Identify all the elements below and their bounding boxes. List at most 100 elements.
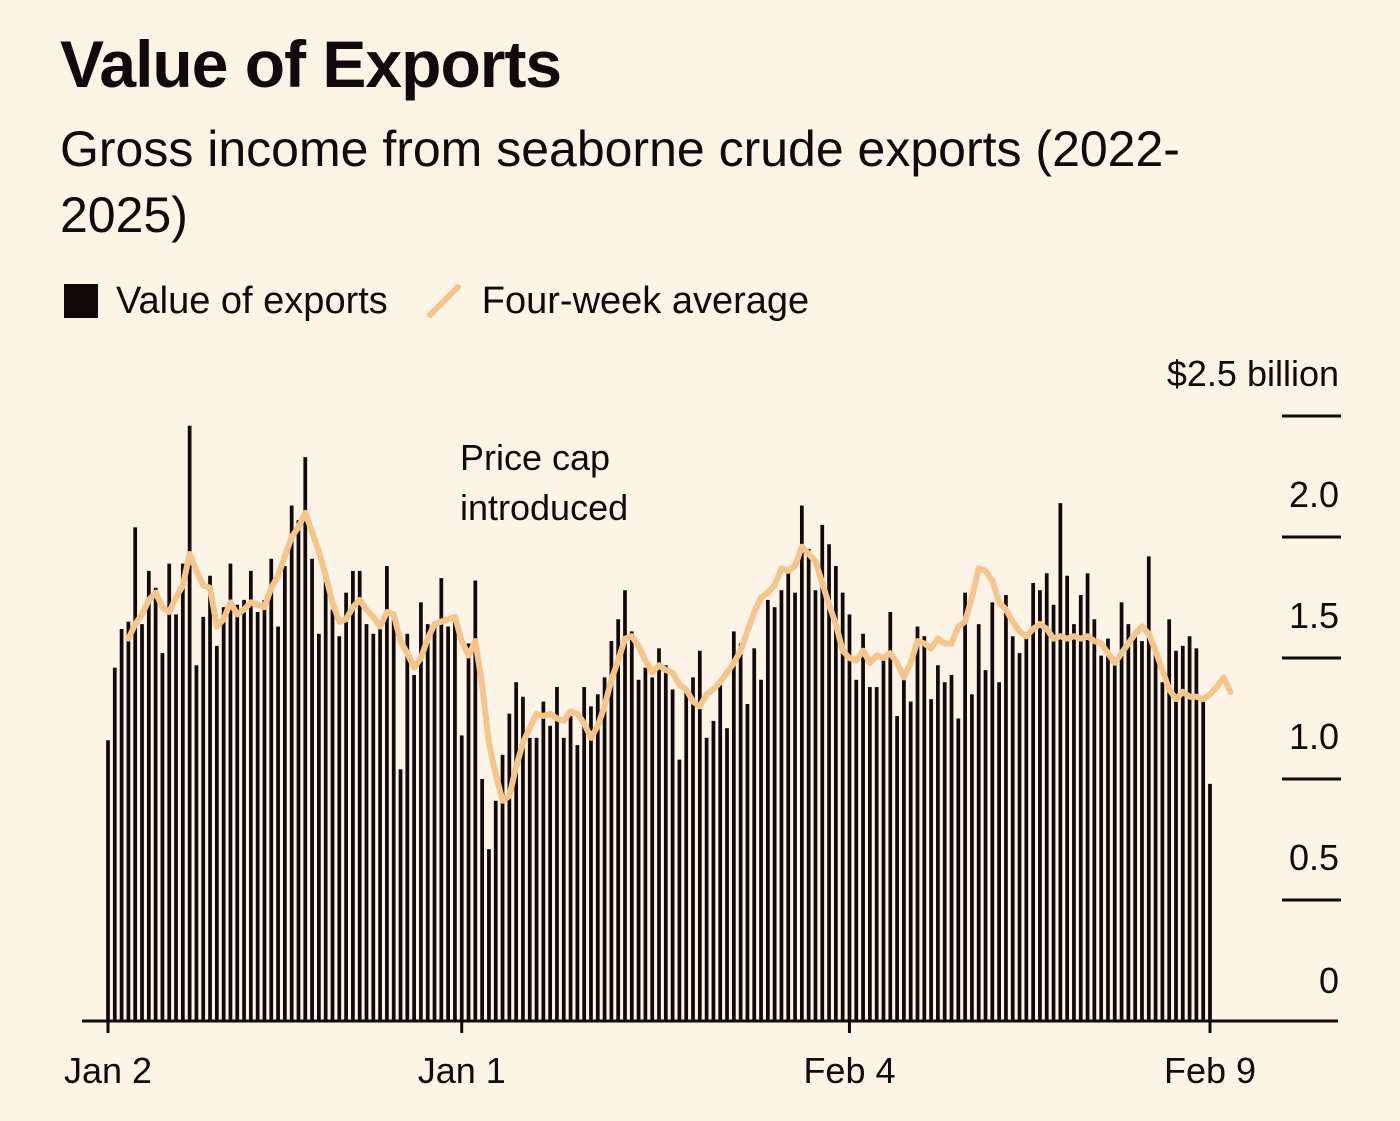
bar-141 (1065, 575, 1070, 1021)
bar-124 (949, 674, 954, 1021)
x-tick-label-0: Jan 2 (64, 1050, 152, 1091)
bar-162 (1208, 783, 1212, 1021)
bar-6 (146, 570, 151, 1021)
bar-87 (697, 650, 702, 1021)
bar-53 (466, 643, 471, 1021)
bar-158 (1180, 645, 1185, 1021)
bar-50 (446, 626, 450, 1021)
bar-96 (759, 679, 763, 1021)
bar-147 (1106, 638, 1110, 1021)
chart-title: Value of Exports (60, 27, 562, 101)
bar-19 (235, 604, 240, 1021)
bar-139 (1051, 604, 1056, 1021)
bar-45 (412, 674, 416, 1021)
bar-153 (1146, 556, 1151, 1021)
bar-159 (1187, 636, 1192, 1021)
bar-31 (317, 633, 321, 1021)
y-tick-label-3: 1.5 (1289, 595, 1339, 636)
bar-34 (337, 636, 342, 1021)
chart-subtitle: Gross income from seaborne crude exports… (60, 121, 1180, 243)
bar-89 (711, 720, 716, 1021)
bar-125 (956, 718, 961, 1021)
bar-44 (405, 633, 410, 1021)
bar-71 (589, 706, 593, 1021)
bar-26 (282, 566, 287, 1021)
bar-79 (643, 667, 648, 1021)
bar-54 (473, 580, 478, 1021)
bar-93 (738, 643, 743, 1021)
bar-5 (140, 624, 144, 1021)
bar-140 (1058, 503, 1063, 1021)
bar-135 (1024, 633, 1029, 1021)
bar-145 (1092, 619, 1097, 1021)
bar-70 (582, 687, 587, 1021)
bar-129 (983, 670, 988, 1021)
bar-69 (575, 745, 580, 1021)
bar-117 (902, 674, 906, 1021)
bar-3 (126, 621, 131, 1021)
bar-95 (752, 648, 757, 1021)
bar-36 (351, 570, 355, 1021)
bar-131 (997, 682, 1001, 1021)
bar-112 (868, 687, 872, 1021)
bar-1 (112, 667, 117, 1021)
bar-39 (371, 633, 376, 1021)
legend-bar-swatch-icon (64, 284, 98, 318)
bar-47 (425, 624, 430, 1021)
bar-120 (922, 636, 927, 1021)
bar-133 (1010, 636, 1015, 1021)
y-tick-label-5: $2.5 billion (1167, 353, 1339, 394)
bar-115 (888, 612, 893, 1021)
bar-144 (1085, 573, 1090, 1021)
bar-64 (541, 701, 546, 1021)
bar-56 (487, 849, 491, 1021)
bar-7 (153, 587, 158, 1021)
bar-157 (1174, 650, 1178, 1021)
bar-29 (303, 457, 308, 1021)
bar-126 (963, 592, 967, 1021)
bar-122 (936, 665, 940, 1021)
bar-0 (106, 740, 110, 1021)
bar-136 (1031, 582, 1036, 1021)
bar-68 (568, 716, 573, 1021)
bar-42 (391, 612, 396, 1021)
bar-156 (1167, 619, 1172, 1021)
bar-148 (1112, 658, 1117, 1021)
bar-25 (276, 626, 280, 1021)
bar-67 (561, 737, 566, 1021)
bar-15 (208, 575, 212, 1021)
y-tick-label-4: 2.0 (1289, 474, 1339, 515)
bar-10 (174, 614, 178, 1021)
bar-88 (704, 737, 709, 1021)
bar-118 (908, 701, 913, 1021)
bar-18 (228, 563, 233, 1021)
bar-65 (548, 725, 553, 1021)
bar-154 (1153, 650, 1158, 1021)
bar-100 (786, 568, 791, 1021)
four-week-average-line (125, 509, 1234, 804)
bar-32 (323, 575, 328, 1021)
bar-17 (221, 607, 226, 1021)
bar-99 (779, 590, 784, 1021)
bar-27 (289, 505, 294, 1021)
bar-9 (167, 563, 172, 1021)
bar-132 (1004, 595, 1008, 1021)
bar-108 (840, 592, 845, 1021)
bar-116 (895, 716, 899, 1021)
bar-2 (119, 628, 124, 1021)
bar-76 (623, 590, 627, 1021)
bar-14 (201, 616, 206, 1021)
bar-51 (453, 619, 457, 1021)
bar-12 (187, 425, 192, 1021)
bar-66 (555, 687, 559, 1021)
bar-63 (534, 737, 539, 1021)
bar-78 (636, 679, 641, 1021)
bar-149 (1119, 602, 1124, 1021)
bar-127 (970, 694, 974, 1021)
bar-41 (385, 566, 389, 1021)
bar-33 (330, 609, 335, 1021)
bar-57 (493, 800, 498, 1021)
bar-22 (255, 612, 260, 1021)
bar-28 (296, 520, 301, 1021)
bar-72 (595, 694, 600, 1021)
